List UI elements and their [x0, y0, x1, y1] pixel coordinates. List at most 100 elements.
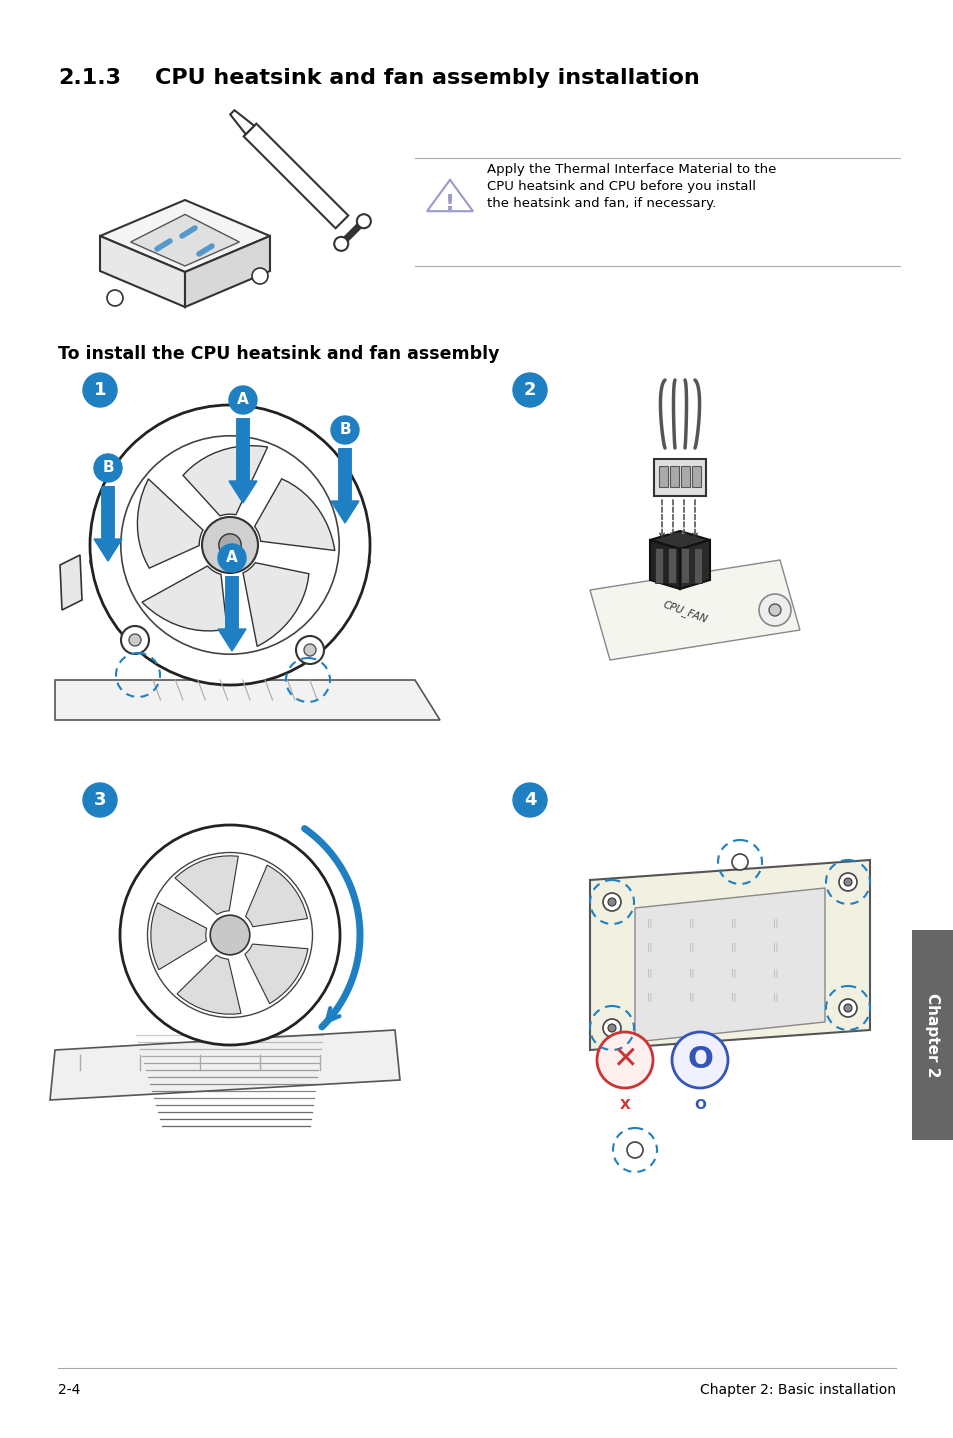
Polygon shape — [137, 479, 203, 568]
Circle shape — [626, 1142, 642, 1158]
Circle shape — [202, 518, 257, 572]
Text: Apply the Thermal Interface Material to the: Apply the Thermal Interface Material to … — [486, 162, 776, 175]
Circle shape — [90, 406, 370, 684]
Text: ||: || — [731, 943, 736, 952]
Polygon shape — [679, 541, 709, 590]
Text: ||: || — [689, 969, 694, 978]
FancyBboxPatch shape — [680, 466, 690, 486]
Circle shape — [597, 1032, 652, 1089]
Text: ||: || — [773, 994, 778, 1002]
Polygon shape — [100, 236, 185, 306]
Circle shape — [513, 372, 546, 407]
Text: ||: || — [773, 943, 778, 952]
Text: A: A — [237, 393, 249, 407]
Polygon shape — [254, 479, 335, 551]
FancyBboxPatch shape — [654, 459, 705, 496]
Text: ||: || — [689, 919, 694, 928]
Circle shape — [838, 873, 856, 892]
Text: X: X — [619, 1099, 630, 1112]
Polygon shape — [680, 548, 688, 582]
Polygon shape — [245, 945, 308, 1004]
Polygon shape — [177, 955, 241, 1014]
Text: ||: || — [689, 994, 694, 1002]
Text: 4: 4 — [523, 791, 536, 810]
Circle shape — [671, 1032, 727, 1089]
Text: CPU heatsink and fan assembly installation: CPU heatsink and fan assembly installati… — [154, 68, 699, 88]
Text: ||: || — [647, 943, 652, 952]
Text: Chapter 2: Chapter 2 — [924, 992, 940, 1077]
Text: 3: 3 — [93, 791, 106, 810]
Text: ||: || — [647, 919, 652, 928]
Polygon shape — [100, 200, 270, 272]
Text: 3: 3 — [666, 526, 672, 536]
Text: ||: || — [689, 943, 694, 952]
Text: ||: || — [773, 969, 778, 978]
Text: ||: || — [773, 919, 778, 928]
Text: 2-4: 2-4 — [58, 1383, 80, 1396]
Text: !: ! — [444, 194, 455, 214]
FancyBboxPatch shape — [692, 466, 700, 486]
Text: ||: || — [731, 969, 736, 978]
Polygon shape — [649, 531, 709, 549]
Text: ||: || — [731, 919, 736, 928]
Circle shape — [252, 267, 268, 283]
Text: 2: 2 — [679, 526, 685, 536]
Text: 1: 1 — [693, 526, 698, 536]
Text: To install the CPU heatsink and fan assembly: To install the CPU heatsink and fan asse… — [58, 345, 499, 362]
Circle shape — [210, 915, 250, 955]
Polygon shape — [185, 236, 270, 306]
Text: B: B — [339, 423, 351, 437]
Polygon shape — [55, 680, 439, 720]
Polygon shape — [243, 562, 309, 647]
Polygon shape — [649, 541, 679, 590]
Circle shape — [295, 636, 324, 664]
Circle shape — [83, 372, 117, 407]
Circle shape — [513, 784, 546, 817]
Polygon shape — [131, 214, 239, 266]
Text: ||: || — [647, 994, 652, 1002]
FancyBboxPatch shape — [911, 930, 953, 1140]
Circle shape — [356, 214, 371, 229]
Polygon shape — [142, 567, 227, 631]
Circle shape — [107, 290, 123, 306]
Text: 2.1.3: 2.1.3 — [58, 68, 121, 88]
Text: A: A — [226, 551, 237, 565]
Polygon shape — [174, 856, 238, 915]
Circle shape — [218, 544, 246, 572]
Polygon shape — [635, 889, 824, 1043]
Polygon shape — [655, 548, 662, 582]
Circle shape — [602, 1020, 620, 1037]
Polygon shape — [245, 866, 307, 926]
Circle shape — [843, 1004, 851, 1012]
Polygon shape — [151, 903, 207, 969]
Circle shape — [838, 999, 856, 1017]
Polygon shape — [218, 628, 246, 651]
Circle shape — [768, 604, 781, 615]
Text: 2: 2 — [523, 381, 536, 398]
Text: O: O — [694, 1099, 705, 1112]
Text: ||: || — [731, 994, 736, 1002]
Polygon shape — [331, 500, 358, 523]
Polygon shape — [243, 124, 348, 229]
FancyBboxPatch shape — [670, 466, 679, 486]
Polygon shape — [230, 111, 254, 134]
Polygon shape — [693, 548, 701, 582]
Text: 4: 4 — [654, 526, 659, 536]
Circle shape — [83, 784, 117, 817]
Text: B: B — [102, 460, 113, 476]
Text: CPU heatsink and CPU before you install: CPU heatsink and CPU before you install — [486, 180, 755, 193]
FancyBboxPatch shape — [659, 466, 668, 486]
Circle shape — [218, 533, 241, 557]
Circle shape — [602, 893, 620, 912]
Polygon shape — [94, 539, 122, 561]
Text: CPU_FAN: CPU_FAN — [660, 600, 708, 626]
Polygon shape — [50, 1030, 399, 1100]
Text: 1: 1 — [93, 381, 106, 398]
Polygon shape — [60, 555, 82, 610]
Polygon shape — [229, 480, 256, 503]
Circle shape — [304, 644, 315, 656]
Circle shape — [607, 897, 616, 906]
Circle shape — [129, 634, 141, 646]
Circle shape — [120, 825, 339, 1045]
Text: ✕: ✕ — [612, 1045, 638, 1074]
